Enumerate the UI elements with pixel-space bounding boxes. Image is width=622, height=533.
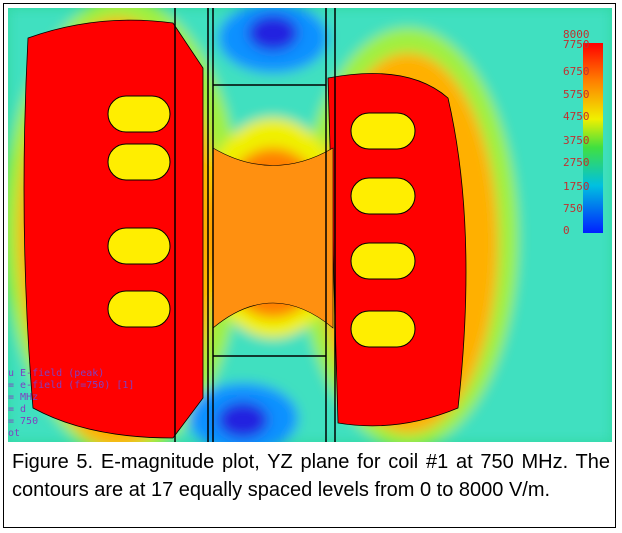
colorbar-label: 1750 <box>563 180 590 193</box>
overlay-text: = d <box>8 404 26 415</box>
caption: Figure 5. E-magnitude plot, YZ plane for… <box>12 451 610 501</box>
colorbar-label: 8000 <box>563 28 590 41</box>
colorbar-label: 3750 <box>563 134 590 147</box>
overlay-text: = e-field (f=750) [1] <box>8 380 134 391</box>
overlay-text: = 750 <box>8 416 38 427</box>
colorbar <box>583 43 603 233</box>
colorbar-label: 2750 <box>563 156 590 169</box>
colorbar-label: 5750 <box>563 88 590 101</box>
colorbar-label: 7750 <box>563 38 590 51</box>
colorbar-label: 6750 <box>563 65 590 78</box>
colorbar-label: 750 <box>563 202 583 215</box>
colorbar-label: 4750 <box>563 110 590 123</box>
figure-frame <box>3 3 616 528</box>
overlay-text: u E-field (peak) <box>8 368 104 379</box>
overlay-text: ot <box>8 428 20 439</box>
overlay-text: = MHz <box>8 392 38 403</box>
colorbar-label: 0 <box>563 224 570 237</box>
